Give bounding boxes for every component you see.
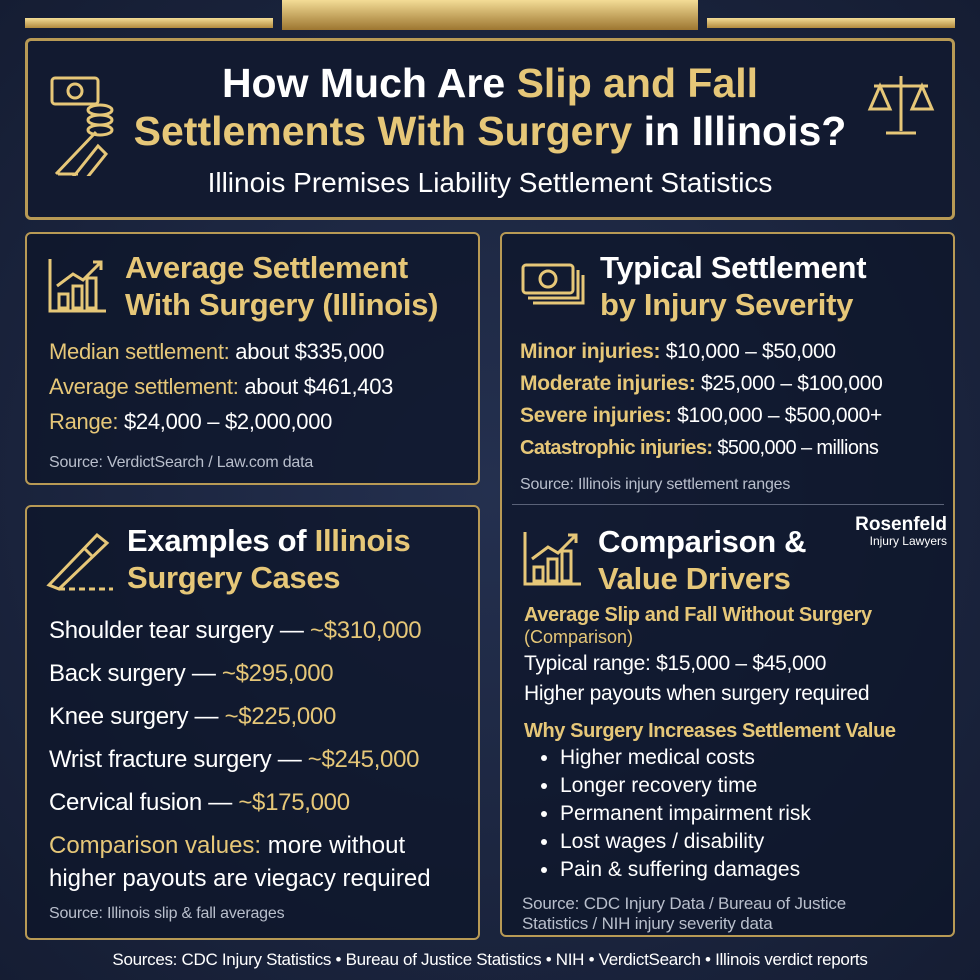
case-amount: ~$245,000 xyxy=(307,746,420,773)
severity-label: Minor injuries: xyxy=(520,340,661,363)
gold-bar xyxy=(707,18,955,28)
money-icon xyxy=(50,76,114,176)
subheading: Why Surgery Increases Settlement Value xyxy=(524,720,896,742)
source: Source: Illinois slip & fall averages xyxy=(49,905,285,922)
source: Source: VerdictSearch / Law.com data xyxy=(49,454,314,471)
without-lines: Typical range: $15,000 – $45,000 Higher … xyxy=(524,649,870,709)
title-line: Average Settlement xyxy=(125,250,408,285)
comparison-note: Comparison values: more without higher p… xyxy=(49,829,449,895)
title-text: in Illinois? xyxy=(643,108,847,154)
severity-list: Minor injuries: $10,000 – $50,000 Modera… xyxy=(520,336,883,464)
title: How Much Are Slip and Fall Settlements W… xyxy=(28,59,952,155)
title-line: With Surgery (Illinois) xyxy=(125,287,439,322)
note: (Comparison) xyxy=(524,627,634,647)
gold-bar xyxy=(282,0,698,30)
title-line: by Injury Severity xyxy=(600,287,854,322)
divider xyxy=(512,504,944,505)
stat-label: Range: xyxy=(49,409,119,434)
stat-value: about $335,000 xyxy=(235,339,385,364)
bullet-list: Higher medical costs Longer recovery tim… xyxy=(504,744,811,884)
stats: Median settlement: about $335,000 Averag… xyxy=(49,334,393,439)
case-name: Knee surgery — xyxy=(49,703,219,730)
note-text: more without higher payouts are viegacy … xyxy=(49,832,431,892)
bullet: Longer recovery time xyxy=(560,772,811,800)
panel-title: Typical Settlement by Injury Severity xyxy=(600,249,867,323)
case-amount: ~$175,000 xyxy=(238,789,350,816)
source: Source: Illinois injury settlement range… xyxy=(520,476,791,493)
title-line: Surgery Cases xyxy=(127,560,341,595)
case-name: Back surgery — xyxy=(49,660,216,687)
severity-value: $25,000 – $100,000 xyxy=(701,372,883,395)
severity-label: Catastrophic injuries: xyxy=(520,437,713,459)
title-highlight: Slip and Fall xyxy=(516,60,759,106)
average-panel: Average Settlement With Surgery (Illinois… xyxy=(25,232,480,485)
chart-icon xyxy=(523,532,581,586)
gold-bar xyxy=(25,18,273,28)
case-amount: ~$295,000 xyxy=(221,660,334,687)
case-name: Shoulder tear surgery — xyxy=(49,617,304,644)
cash-icon xyxy=(521,263,585,305)
bullet: Lost wages / disability xyxy=(560,828,811,856)
logo-name: Rosenfeld xyxy=(855,514,947,535)
footer: Sources: CDC Injury Statistics • Bureau … xyxy=(112,950,868,969)
severity-label: Severe injuries: xyxy=(520,404,672,427)
severity-label: Moderate injuries: xyxy=(520,372,696,395)
case-amount: ~$225,000 xyxy=(224,703,337,730)
scalpel-icon xyxy=(46,532,113,591)
case-list: Shoulder tear surgery — ~$310,000 Back s… xyxy=(49,609,422,824)
title-text: Examples of xyxy=(127,523,307,558)
bullet: Higher medical costs xyxy=(560,744,811,772)
title-line: Comparison & xyxy=(598,524,807,559)
severity-value: $500,000 – millions xyxy=(717,437,879,459)
examples-panel: Examples of Illinois Surgery Cases Should… xyxy=(25,505,480,940)
bullet: Permanent impairment risk xyxy=(560,800,811,828)
subheading: Average Slip and Fall Without Surgery xyxy=(524,604,872,626)
severity-value: $10,000 – $50,000 xyxy=(665,340,836,363)
title-line: Value Drivers xyxy=(598,561,791,596)
title-text: How Much Are xyxy=(221,60,506,106)
severity-value: $100,000 – $500,000+ xyxy=(677,404,882,427)
right-panel: Typical Settlement by Injury Severity Min… xyxy=(500,232,955,937)
scales-icon xyxy=(867,76,935,135)
subtitle: Illinois Premises Liability Settlement S… xyxy=(207,167,773,198)
panel-title: Examples of Illinois Surgery Cases xyxy=(127,522,411,596)
source: Source: CDC Injury Data / Bureau of Just… xyxy=(522,894,846,933)
stat-label: Average settlement: xyxy=(49,374,239,399)
bullet: Pain & suffering damages xyxy=(560,856,811,884)
title-highlight: Settlements With Surgery xyxy=(133,108,633,154)
logo: Rosenfeld Injury Lawyers xyxy=(855,514,947,548)
panel-title: Average Settlement With Surgery (Illinois… xyxy=(125,249,438,323)
stat-label: Median settlement: xyxy=(49,339,230,364)
title-highlight: Illinois xyxy=(314,523,411,558)
chart-icon xyxy=(48,259,106,313)
case-name: Wrist fracture surgery — xyxy=(49,746,302,773)
case-name: Cervical fusion — xyxy=(49,789,232,816)
text-line: Typical range: $15,000 – $45,000 xyxy=(524,652,827,675)
stat-value: $24,000 – $2,000,000 xyxy=(123,409,333,434)
title-line: Typical Settlement xyxy=(600,250,867,285)
logo-tagline: Injury Lawyers xyxy=(869,534,947,548)
text-line: Higher payouts when surgery required xyxy=(524,682,870,705)
note-label: Comparison values: xyxy=(49,832,262,859)
panel-title: Comparison & Value Drivers xyxy=(598,523,807,597)
header: How Much Are Slip and Fall Settlements W… xyxy=(25,38,955,220)
stat-value: about $461,403 xyxy=(244,374,394,399)
case-amount: ~$310,000 xyxy=(309,617,422,644)
